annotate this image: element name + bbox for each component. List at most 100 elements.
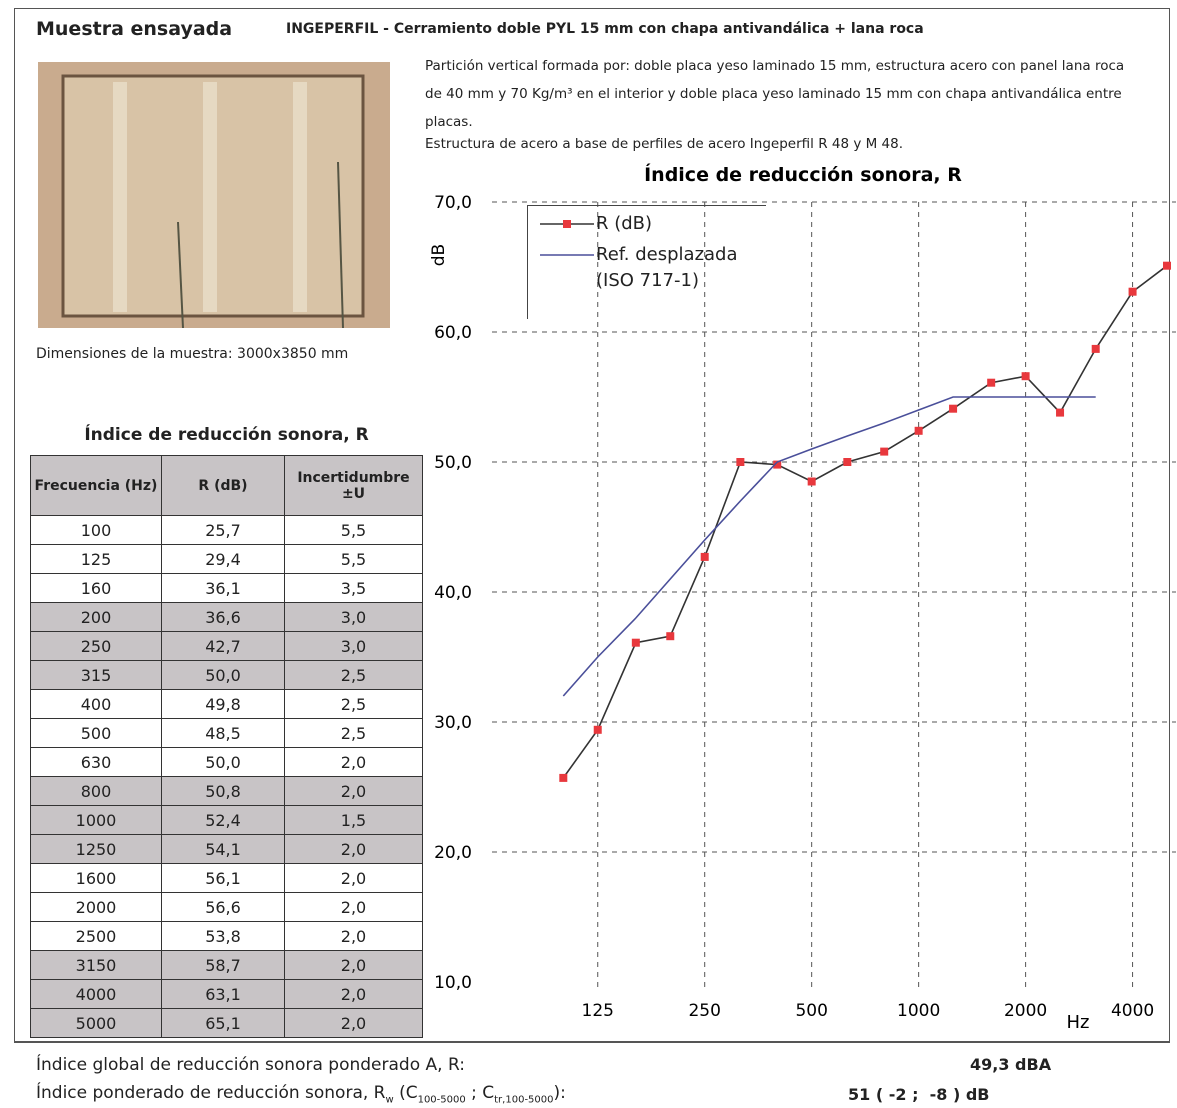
text: Índice ponderado de reducción sonora, R (36, 1083, 385, 1103)
table-cell: 54,1 (162, 835, 285, 864)
table-cell: 36,6 (162, 603, 285, 632)
legend-item: R (dB) (538, 214, 766, 237)
data-point (915, 427, 923, 435)
sample-photo (38, 62, 390, 328)
text: 100-5000 (418, 1094, 466, 1105)
data-point (1129, 288, 1137, 296)
column-header: Frecuencia (Hz) (31, 456, 162, 516)
data-point (736, 458, 744, 466)
series-line (563, 397, 1095, 696)
table-cell: 5000 (31, 1009, 162, 1038)
table-cell: 630 (31, 748, 162, 777)
description: Partición vertical formada por: doble pl… (425, 52, 1145, 152)
table-cell: 3,0 (285, 632, 423, 661)
table-cell: 29,4 (162, 545, 285, 574)
footer-value: 51 ( -2 ; -8 ) dB (848, 1085, 989, 1104)
y-tick-label: 70,0 (434, 193, 472, 213)
table-cell: 50,0 (162, 748, 285, 777)
table-cell: 2,0 (285, 748, 423, 777)
column-header: Incertidumbre ±U (285, 456, 423, 516)
table-cell: 56,6 (162, 893, 285, 922)
text: tr,100-5000 (494, 1094, 553, 1105)
table-cell: 42,7 (162, 632, 285, 661)
footer-value: 49,3 dBA (970, 1055, 1051, 1074)
text: ): (554, 1083, 566, 1103)
table-cell: 1000 (31, 806, 162, 835)
table-cell: 400 (31, 690, 162, 719)
table-cell: 48,5 (162, 719, 285, 748)
table-cell: 200 (31, 603, 162, 632)
table-cell: 5,5 (285, 516, 423, 545)
y-tick-label: 10,0 (434, 973, 472, 993)
table-cell: 2,0 (285, 864, 423, 893)
x-tick-label: 500 (795, 1001, 827, 1021)
table-cell: 2,0 (285, 1009, 423, 1038)
table-cell: 125 (31, 545, 162, 574)
legend-label: Ref. desplazada (ISO 717-1) (596, 242, 761, 294)
table-cell: 1250 (31, 835, 162, 864)
x-tick-label: 1000 (897, 1001, 940, 1021)
description-text: Partición vertical formada por: doble pl… (425, 52, 1145, 136)
legend: R (dB) Ref. desplazada (ISO 717-1) (527, 205, 766, 319)
table-cell: 315 (31, 661, 162, 690)
x-tick-label: 4000 (1111, 1001, 1154, 1021)
photo-caption: Dimensiones de la muestra: 3000x3850 mm (36, 346, 348, 362)
data-point (1163, 262, 1171, 270)
table-row: 160056,12,0 (31, 864, 423, 893)
column-header: R (dB) (162, 456, 285, 516)
data-point (1022, 372, 1030, 380)
page: Muestra ensayada INGEPERFIL - Cerramient… (0, 0, 1177, 1108)
table-cell: 3,5 (285, 574, 423, 603)
data-point (987, 379, 995, 387)
table-cell: 500 (31, 719, 162, 748)
table-cell: 2,0 (285, 835, 423, 864)
x-tick-label: 250 (688, 1001, 720, 1021)
y-tick-label: 50,0 (434, 453, 472, 473)
table-row: 25042,73,0 (31, 632, 423, 661)
footer-label: Índice ponderado de reducción sonora, Rw… (36, 1083, 566, 1105)
data-point (880, 448, 888, 456)
table-title: Índice de reducción sonora, R (30, 425, 423, 445)
text: (C (394, 1083, 418, 1103)
header-product: INGEPERFIL - Cerramiento doble PYL 15 mm… (286, 21, 924, 37)
table-cell: 2,0 (285, 951, 423, 980)
table-cell: 160 (31, 574, 162, 603)
legend-icon (538, 214, 596, 234)
table-cell: 49,8 (162, 690, 285, 719)
table-cell: 2,0 (285, 893, 423, 922)
table-cell: 100 (31, 516, 162, 545)
data-point (808, 478, 816, 486)
table-cell: 50,8 (162, 777, 285, 806)
table-cell: 4000 (31, 980, 162, 1009)
x-tick-label: 125 (582, 1001, 614, 1021)
table-cell: 3,0 (285, 603, 423, 632)
data-point (949, 405, 957, 413)
chart-title: Índice de reducción sonora, R (644, 163, 962, 186)
table-cell: 53,8 (162, 922, 285, 951)
table-row: 250053,82,0 (31, 922, 423, 951)
table-cell: 2,5 (285, 719, 423, 748)
table-row: 16036,13,5 (31, 574, 423, 603)
table-cell: 63,1 (162, 980, 285, 1009)
y-tick-label: 40,0 (434, 583, 472, 603)
data-point (594, 726, 602, 734)
table-cell: 800 (31, 777, 162, 806)
data-point (1092, 345, 1100, 353)
table-cell: 36,1 (162, 574, 285, 603)
legend-icon (538, 245, 596, 265)
legend-marker (563, 220, 571, 228)
table-cell: 58,7 (162, 951, 285, 980)
data-point (559, 774, 567, 782)
text: ; C (466, 1083, 494, 1103)
x-tick-label: 2000 (1004, 1001, 1047, 1021)
